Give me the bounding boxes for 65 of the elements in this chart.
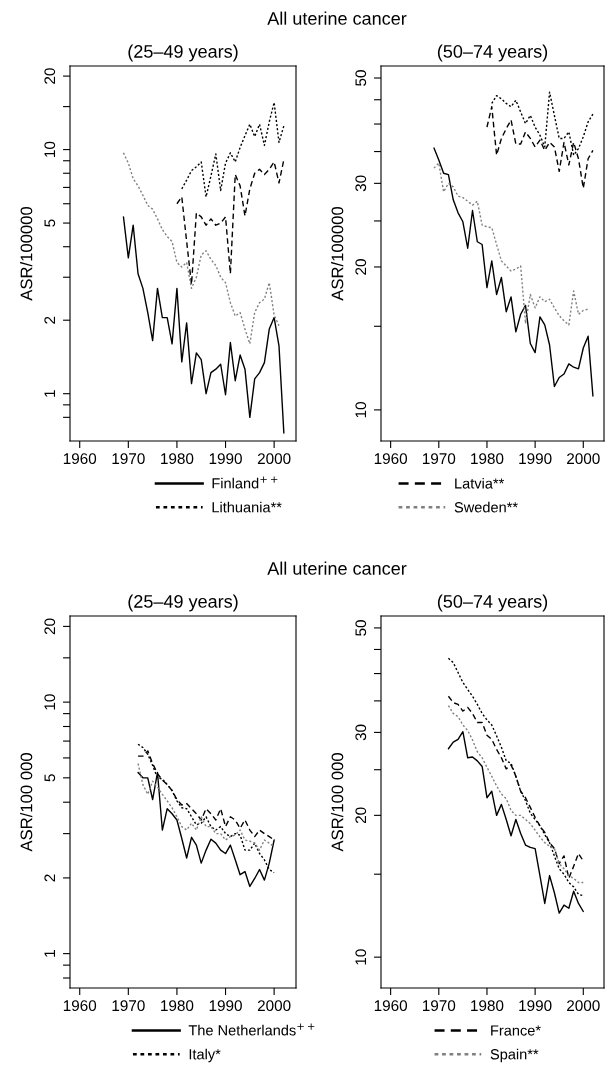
y-tick-label: 30 xyxy=(355,724,367,741)
line-series xyxy=(447,657,584,897)
line-series xyxy=(176,158,285,286)
x-tick-label: 1960 xyxy=(63,453,97,465)
line-series xyxy=(433,147,594,397)
y-tick-label: 30 xyxy=(355,175,367,192)
line-series xyxy=(447,731,584,914)
y-tick-label: 50 xyxy=(355,70,367,86)
x-tick-label: 2000 xyxy=(567,1000,600,1012)
x-tick-label: 2000 xyxy=(257,453,291,465)
x-tick-label: 1960 xyxy=(374,453,408,465)
x-tick-label: 1960 xyxy=(374,1000,408,1012)
line-series xyxy=(122,216,285,434)
y-tick-label: 5 xyxy=(44,219,56,227)
legend-label: France* xyxy=(491,1025,541,1036)
line-series xyxy=(137,762,275,851)
x-tick-label: 1990 xyxy=(519,1000,552,1012)
line-series xyxy=(181,101,285,198)
x-tick-label: 1990 xyxy=(209,1000,242,1012)
line-series xyxy=(122,152,280,345)
text: All uterine cancer xyxy=(267,561,407,575)
x-tick-label: 1990 xyxy=(209,453,242,465)
legend-label: Italy* xyxy=(189,1048,221,1063)
line-series xyxy=(433,162,589,326)
chart-subtitle: (25–49 years) xyxy=(128,44,238,62)
x-tick-label: 2000 xyxy=(257,1000,291,1012)
y-axis-title: ASR/100 000 xyxy=(20,753,33,852)
y-tick-label: 50 xyxy=(355,620,367,636)
y-tick-label: 2 xyxy=(44,316,56,324)
legend-label: Sweden** xyxy=(454,501,518,513)
y-tick-label: 20 xyxy=(44,618,56,635)
y-axis-title: ASR/100000 xyxy=(331,206,344,301)
x-tick-label: 1970 xyxy=(422,453,456,465)
y-tick-label: 10 xyxy=(355,949,367,965)
y-tick-label: 20 xyxy=(355,259,367,275)
legend-label: Finland$^{++}$ xyxy=(212,476,278,489)
legend-label: The Netherlands$^{++}$ xyxy=(188,1023,315,1036)
x-tick-label: 1980 xyxy=(471,1000,504,1012)
y-tick-label: 1 xyxy=(44,950,56,957)
y-axis-title: ASR/100 000 xyxy=(331,753,344,852)
y-tick-label: 10 xyxy=(44,141,56,157)
text: All uterine cancer xyxy=(267,11,407,25)
legend-label: Lithuania** xyxy=(212,501,282,513)
y-tick-label: 2 xyxy=(44,874,56,882)
y-tick-label: 10 xyxy=(44,694,56,710)
chart-subtitle: (50–74 years) xyxy=(437,44,548,62)
x-tick-label: 1970 xyxy=(112,453,145,465)
x-tick-label: 1980 xyxy=(161,453,194,465)
x-tick-label: 1990 xyxy=(519,453,552,465)
y-tick-label: 1 xyxy=(44,390,56,397)
x-tick-label: 1960 xyxy=(63,1000,97,1012)
chart-subtitle: (25–49 years) xyxy=(128,594,238,612)
y-tick-label: 20 xyxy=(44,68,56,84)
chart-subtitle: (50–74 years) xyxy=(437,594,548,612)
y-axis-title: ASR/100000 xyxy=(20,206,33,301)
legend-label: Latvia** xyxy=(455,477,505,489)
x-tick-label: 2000 xyxy=(567,453,600,465)
legend-label: Spain** xyxy=(490,1048,539,1063)
x-tick-label: 1970 xyxy=(112,1000,145,1012)
y-tick-label: 20 xyxy=(355,807,367,824)
x-tick-label: 1980 xyxy=(471,453,504,465)
x-tick-label: 1970 xyxy=(422,1000,456,1012)
x-tick-label: 1980 xyxy=(161,1000,194,1012)
y-tick-label: 5 xyxy=(44,774,56,782)
y-tick-label: 10 xyxy=(355,402,367,418)
